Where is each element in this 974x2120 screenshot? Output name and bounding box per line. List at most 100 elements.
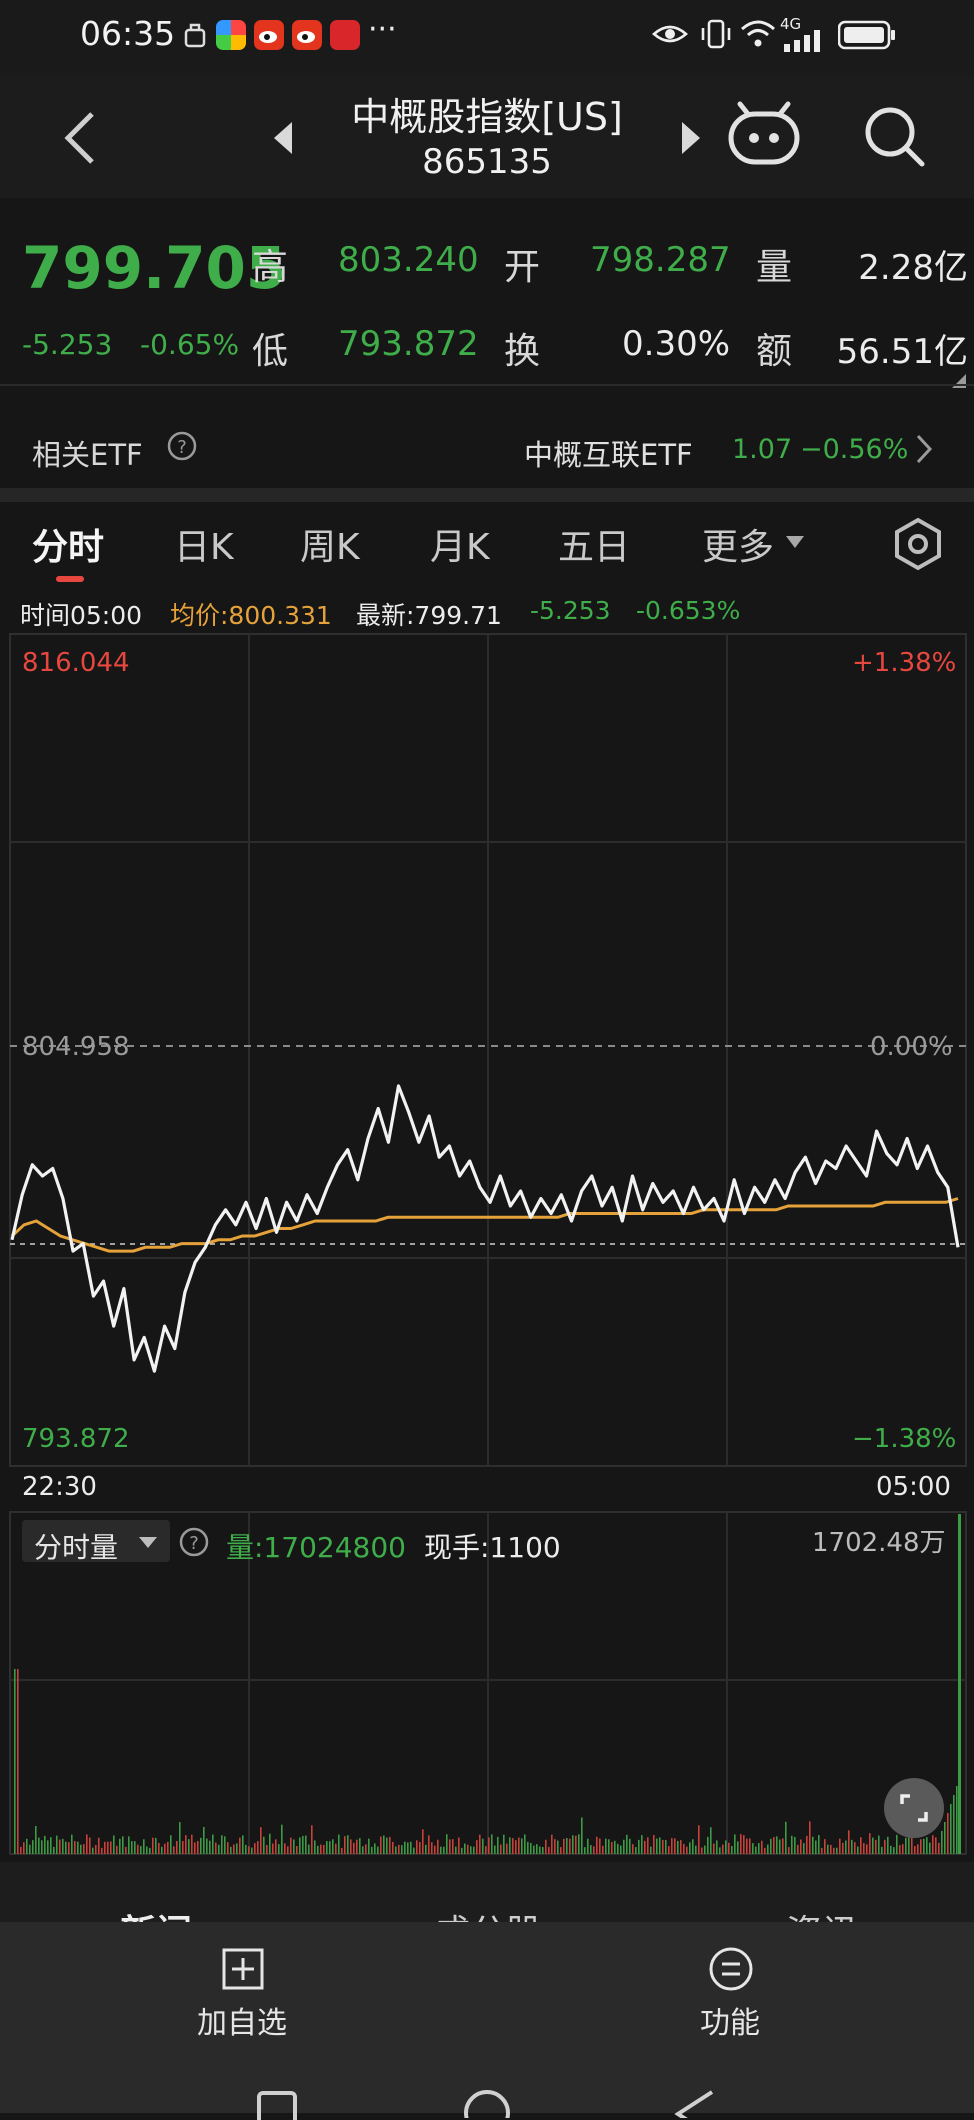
volume-bar [530,1842,532,1854]
volume-bar [38,1837,40,1854]
prev-stock-icon[interactable] [270,118,294,158]
tab-five-day[interactable]: 五日 [558,527,631,568]
volume-bar [713,1843,715,1854]
volume-bar [440,1846,442,1854]
volume-bar [353,1842,355,1854]
volume-bar [857,1846,859,1854]
volume-bar [47,1840,49,1854]
volume-bar [743,1835,745,1854]
volume-bar [710,1827,712,1854]
tab-intraday[interactable]: 分时 [32,527,105,568]
volume-bar [536,1844,538,1854]
help-icon[interactable]: ? [166,430,198,462]
tab-more[interactable]: 更多 [702,527,775,568]
volume-bar [518,1837,520,1854]
fullscreen-button[interactable] [884,1778,944,1838]
intraday-price-chart[interactable] [0,630,974,1510]
volume-bar [380,1836,382,1854]
tab-info[interactable]: 资讯 [786,1904,858,1922]
volume-bar [365,1844,367,1854]
volume-bar [263,1836,265,1854]
volume-bar [206,1838,208,1854]
volume-bar [842,1842,844,1854]
volume-bar [653,1834,655,1854]
volume-selector[interactable]: 分时量 [22,1520,170,1564]
volume-bar [647,1837,649,1854]
divider [0,384,974,386]
recent-apps-icon[interactable] [256,2090,298,2120]
stock-code: 865135 [422,142,552,182]
volume-bar [164,1843,166,1854]
volume-bar [197,1840,199,1854]
volume-bar [605,1838,607,1854]
amount-label: 额 [756,331,793,372]
volume-bar [884,1839,886,1854]
tab-weekly-k[interactable]: 周K [300,527,360,568]
volume-bar [932,1835,934,1854]
robot-assistant-icon[interactable] [726,100,802,168]
volume-bar [683,1843,685,1854]
volume-bar [596,1836,598,1854]
volume-bar [941,1831,943,1854]
volume-bar [629,1838,631,1854]
low-value: 793.872 [338,324,479,364]
volume-bar [881,1846,883,1854]
volume-bar [86,1834,88,1854]
volume-bar [803,1843,805,1854]
volume-bar [200,1837,202,1854]
volume-bar [254,1843,256,1854]
volume-bar [920,1839,922,1854]
turnover-value: 0.30% [622,324,731,364]
add-watchlist-button[interactable]: 加自选 [142,1942,342,2042]
volume-bar [317,1845,319,1854]
settings-icon[interactable] [890,516,946,572]
tab-news[interactable]: 新闻 [120,1904,192,1922]
volume-bar [584,1847,586,1854]
volume-bar [848,1830,850,1854]
volume-bar [497,1836,499,1854]
tab-constituents[interactable]: 成分股 [434,1904,542,1922]
related-etf-row[interactable]: 相关ETF ? 中概互联ETF 1.07 −0.56% [0,394,974,484]
volume-chart[interactable] [0,1508,974,1858]
volume-bar [809,1821,811,1854]
volume-bar [491,1834,493,1854]
help-icon[interactable]: ? [178,1526,210,1558]
home-icon[interactable] [462,2088,512,2118]
volume-bar [128,1836,130,1854]
next-stock-icon[interactable] [680,118,704,158]
tab-monthly-k[interactable]: 月K [430,527,490,568]
volume-bar [911,1836,913,1854]
volume-bar [179,1822,181,1854]
volume-bar [728,1842,730,1854]
volume-bar [479,1834,481,1854]
volume-bar [521,1838,523,1854]
volume-bar [332,1839,334,1854]
volume-bar [482,1838,484,1854]
volume-bar [944,1822,946,1854]
volume-bar [899,1845,901,1854]
volume-bar [341,1847,343,1854]
volume-bar [635,1847,637,1854]
volume-label: 量 [756,247,793,288]
volume-bar [785,1821,787,1854]
tab-daily-k[interactable]: 日K [174,527,234,568]
volume-bar [923,1838,925,1854]
back-nav-icon[interactable] [672,2088,718,2118]
volume-bar [761,1840,763,1854]
notification-icon [184,23,206,48]
volume-bar [686,1846,688,1854]
volume-bar [821,1847,823,1854]
volume-bar [722,1844,724,1854]
volume-bar [422,1829,424,1854]
volume-bar [62,1838,64,1854]
weibo-icon [254,20,284,50]
volume-bar [602,1845,604,1854]
search-icon[interactable] [862,104,926,168]
volume-bar [626,1834,628,1854]
volume-bar [818,1835,820,1854]
eye-icon [652,25,688,43]
function-button[interactable]: 功能 [630,1942,830,2042]
volume-bar [593,1846,595,1854]
volume-bar [473,1846,475,1854]
back-icon[interactable] [60,108,100,168]
